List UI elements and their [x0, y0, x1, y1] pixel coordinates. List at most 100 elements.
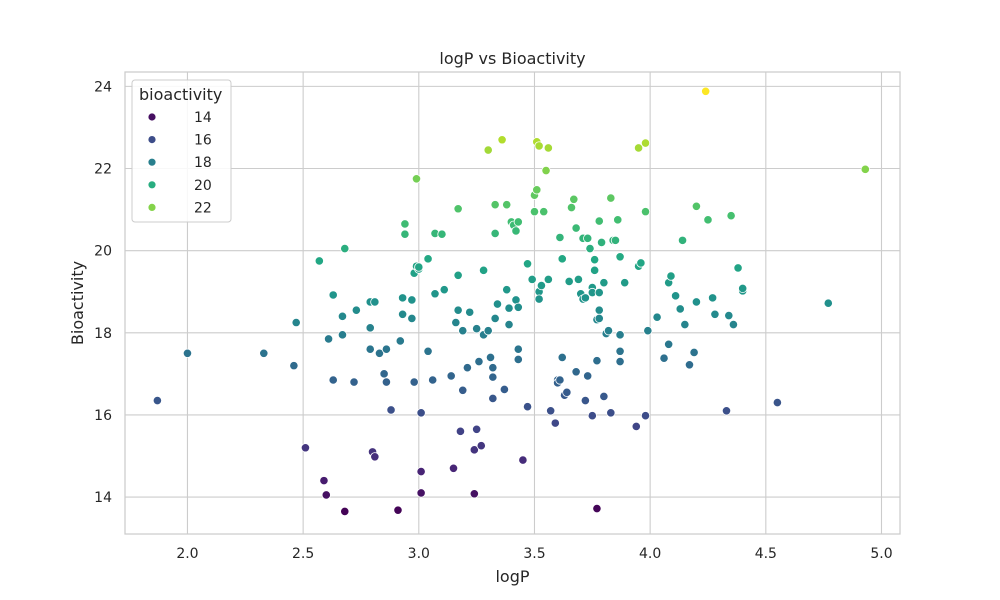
data-point — [670, 291, 681, 301]
data-point — [580, 395, 590, 406]
data-point — [328, 290, 338, 300]
data-point — [374, 348, 385, 358]
data-point — [499, 384, 510, 395]
data-point — [259, 348, 269, 358]
x-tick-label: 2.0 — [176, 546, 198, 562]
legend-label: 18 — [194, 155, 212, 171]
data-point — [365, 323, 375, 333]
data-point — [557, 254, 567, 264]
data-point — [453, 204, 463, 214]
data-point — [529, 207, 540, 217]
data-point — [321, 490, 331, 500]
legend-title: bioactivity — [139, 85, 222, 104]
data-point — [469, 445, 479, 455]
grid-lines — [125, 72, 900, 534]
data-point — [393, 505, 403, 515]
data-point — [724, 310, 734, 321]
data-point — [522, 402, 533, 412]
data-point — [701, 86, 711, 96]
data-point — [439, 285, 449, 295]
data-point — [596, 237, 607, 248]
legend-entries: 14 16 18 20 22 — [147, 110, 212, 216]
data-point — [726, 211, 736, 221]
y-tick-label: 16 — [94, 408, 112, 424]
data-point — [590, 255, 600, 265]
data-point — [527, 274, 537, 284]
data-point — [599, 278, 609, 288]
data-point — [472, 324, 482, 334]
data-point — [423, 346, 433, 356]
data-point — [546, 406, 556, 416]
data-point — [543, 143, 553, 153]
data-point — [691, 201, 702, 211]
data-point — [587, 411, 597, 421]
data-point — [488, 393, 498, 404]
data-point — [710, 309, 720, 319]
data-point — [490, 228, 500, 238]
data-point — [337, 311, 348, 321]
data-point — [400, 219, 410, 229]
data-point — [652, 312, 662, 322]
data-point — [504, 303, 514, 313]
data-point — [152, 395, 162, 406]
x-tick-label: 4.0 — [639, 546, 661, 562]
data-point — [659, 353, 669, 363]
data-point — [319, 476, 329, 486]
data-point — [721, 406, 732, 416]
y-tick-label: 14 — [94, 490, 112, 506]
data-point — [534, 141, 544, 151]
data-point — [615, 346, 625, 356]
data-point — [365, 344, 375, 354]
data-point — [407, 313, 417, 323]
data-point — [580, 293, 590, 303]
data-point — [407, 295, 417, 305]
data-point — [469, 489, 479, 499]
data-point — [594, 305, 604, 315]
data-point — [472, 424, 482, 434]
data-point — [400, 229, 410, 239]
y-tick-labels: 14 16 18 20 22 24 — [94, 79, 112, 506]
data-point — [386, 405, 396, 415]
data-point — [640, 411, 651, 421]
data-point — [513, 344, 523, 354]
legend-marker — [147, 202, 157, 212]
data-point — [458, 326, 468, 336]
legend-marker — [147, 112, 157, 122]
legend-marker — [147, 135, 157, 145]
legend-marker — [147, 157, 157, 167]
y-tick-label: 22 — [94, 162, 112, 178]
data-point — [488, 372, 498, 382]
data-point — [395, 336, 405, 346]
data-point — [323, 334, 334, 344]
data-point — [291, 317, 301, 328]
data-point — [502, 200, 512, 210]
data-point — [483, 326, 493, 336]
data-point — [409, 377, 419, 387]
data-point — [594, 287, 604, 298]
x-tick-label: 4.5 — [755, 546, 777, 562]
data-point — [703, 215, 713, 225]
data-point — [534, 294, 544, 304]
data-point — [599, 391, 609, 402]
data-point — [823, 298, 833, 308]
data-point — [664, 339, 674, 349]
x-tick-label: 3.5 — [523, 546, 545, 562]
y-axis-label: Bioactivity — [68, 261, 87, 345]
x-tick-label: 2.5 — [292, 546, 314, 562]
data-point — [381, 344, 392, 354]
data-point — [416, 466, 426, 477]
data-point — [478, 265, 489, 275]
data-point — [518, 455, 528, 465]
data-point — [610, 235, 621, 245]
data-point — [451, 317, 461, 328]
data-point — [490, 313, 500, 323]
data-point — [428, 375, 438, 385]
data-point — [504, 319, 514, 330]
data-point — [465, 307, 475, 317]
legend-label: 14 — [194, 110, 212, 126]
data-point — [289, 361, 299, 371]
data-point — [513, 217, 523, 227]
data-point — [455, 426, 466, 436]
data-point — [772, 397, 782, 408]
legend-box — [131, 79, 232, 223]
